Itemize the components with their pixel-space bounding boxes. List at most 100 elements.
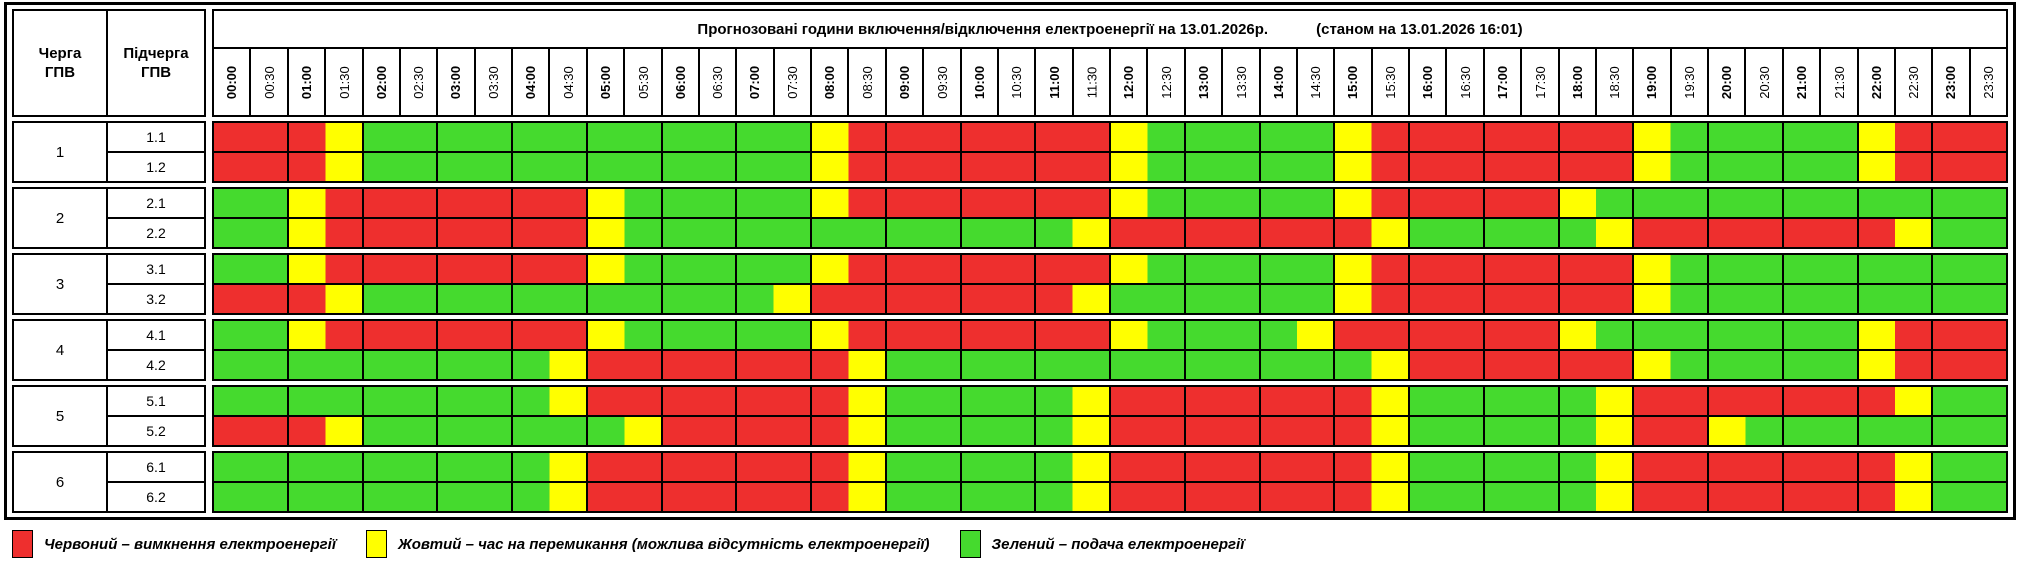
time-label: 13:00 bbox=[1195, 65, 1211, 99]
time-label: 13:30 bbox=[1233, 65, 1249, 99]
hour-cell bbox=[585, 189, 661, 217]
hour-cell bbox=[436, 453, 511, 481]
hour-cell bbox=[214, 123, 287, 151]
time-label: 14:00 bbox=[1270, 65, 1286, 99]
time-label: 21:30 bbox=[1831, 65, 1847, 99]
hour-cell bbox=[660, 189, 736, 217]
hour-cell bbox=[1333, 483, 1408, 511]
hour-cell bbox=[884, 219, 960, 247]
time-label: 10:30 bbox=[1009, 65, 1025, 99]
hour-cell bbox=[1781, 351, 1857, 379]
time-label: 04:00 bbox=[523, 65, 539, 99]
hour-cell bbox=[1707, 321, 1782, 349]
hour-cell bbox=[436, 483, 511, 511]
queue-number: 1 bbox=[14, 123, 108, 181]
hour-cell bbox=[660, 483, 736, 511]
time-label: 04:30 bbox=[560, 65, 576, 99]
time-label: 08:30 bbox=[859, 65, 875, 99]
time-column-header: 02:30 bbox=[398, 49, 437, 115]
hour-cell bbox=[1482, 219, 1558, 247]
hour-cell bbox=[1632, 189, 1707, 217]
hour-cell bbox=[1333, 189, 1408, 217]
hour-cell bbox=[1856, 123, 1932, 151]
hour-cell bbox=[1632, 219, 1707, 247]
time-column-header: 01:00 bbox=[286, 49, 325, 115]
hour-cell bbox=[1109, 153, 1184, 181]
hour-cell bbox=[1707, 387, 1782, 415]
hour-cell bbox=[511, 255, 586, 283]
hour-cell bbox=[1034, 123, 1109, 151]
hour-cell bbox=[1258, 123, 1334, 151]
queue-block: 5 5.1 5.2 bbox=[12, 385, 2008, 447]
subqueue-column: 4.1 4.2 bbox=[108, 321, 204, 379]
hour-cell bbox=[1931, 453, 2006, 481]
hour-cell bbox=[810, 417, 885, 445]
hour-cell bbox=[810, 189, 885, 217]
yellow-swatch-icon bbox=[366, 530, 387, 558]
hour-cell bbox=[585, 153, 661, 181]
hour-cell bbox=[1931, 285, 2006, 313]
time-column-header: 14:00 bbox=[1258, 49, 1296, 115]
hour-cell bbox=[1258, 417, 1334, 445]
time-label: 20:00 bbox=[1719, 65, 1735, 99]
hour-cell bbox=[1557, 219, 1633, 247]
hour-cell bbox=[1781, 321, 1857, 349]
hour-cell bbox=[959, 153, 1035, 181]
time-label: 19:30 bbox=[1681, 65, 1697, 99]
hour-cell bbox=[1333, 285, 1408, 313]
hour-cell bbox=[1781, 123, 1857, 151]
hour-cell bbox=[1333, 387, 1408, 415]
time-label: 21:00 bbox=[1793, 65, 1809, 99]
hour-cell bbox=[810, 387, 885, 415]
hour-cell bbox=[884, 417, 960, 445]
hour-cell bbox=[1109, 255, 1184, 283]
hour-cell bbox=[660, 351, 736, 379]
subqueue-label: 6.1 bbox=[108, 453, 204, 483]
time-column-header: 21:00 bbox=[1781, 49, 1820, 115]
hour-cell bbox=[1632, 255, 1707, 283]
time-column-header: 13:00 bbox=[1183, 49, 1222, 115]
time-label: 05:00 bbox=[597, 65, 613, 99]
time-column-header: 11:30 bbox=[1071, 49, 1109, 115]
hour-cell bbox=[1707, 417, 1782, 445]
time-label: 23:00 bbox=[1943, 65, 1959, 99]
time-column-header: 08:30 bbox=[847, 49, 885, 115]
hour-cell bbox=[810, 123, 885, 151]
hour-cell bbox=[511, 417, 586, 445]
hour-cell bbox=[735, 417, 810, 445]
hour-cell bbox=[884, 387, 960, 415]
time-column-header: 16:00 bbox=[1408, 49, 1446, 115]
hour-cell bbox=[214, 483, 287, 511]
hour-cell bbox=[1856, 321, 1932, 349]
queue-block: 6 6.1 6.2 bbox=[12, 451, 2008, 513]
time-column-header: 06:30 bbox=[697, 49, 736, 115]
time-label: 01:00 bbox=[298, 65, 314, 99]
hour-cell bbox=[286, 453, 362, 481]
hour-cell bbox=[1931, 153, 2006, 181]
hour-cell bbox=[1707, 285, 1782, 313]
subqueue-column: 3.1 3.2 bbox=[108, 255, 204, 313]
corner-queue-header: Черга ГПВ bbox=[14, 11, 108, 115]
subqueue-column: 1.1 1.2 bbox=[108, 123, 204, 181]
time-label: 05:30 bbox=[635, 65, 651, 99]
hour-cell bbox=[286, 387, 362, 415]
hour-cell bbox=[1408, 387, 1483, 415]
hour-cell bbox=[959, 453, 1035, 481]
hour-cell bbox=[1707, 189, 1782, 217]
queue-number: 6 bbox=[14, 453, 108, 511]
hour-cell bbox=[1482, 387, 1558, 415]
hour-cell bbox=[511, 321, 586, 349]
hour-cell bbox=[361, 189, 437, 217]
hour-cell bbox=[1781, 285, 1857, 313]
hour-cell bbox=[810, 453, 885, 481]
hour-cell bbox=[1034, 189, 1109, 217]
hour-cell bbox=[1931, 255, 2006, 283]
hour-cell bbox=[1109, 387, 1184, 415]
time-label: 00:00 bbox=[224, 65, 240, 99]
hour-cell bbox=[884, 453, 960, 481]
legend-label-yellow: Жовтий – час на перемикання (можлива від… bbox=[398, 535, 930, 553]
hour-cell bbox=[436, 351, 511, 379]
hour-cell bbox=[959, 219, 1035, 247]
time-column-header: 01:30 bbox=[324, 49, 362, 115]
hour-cell bbox=[1183, 417, 1259, 445]
